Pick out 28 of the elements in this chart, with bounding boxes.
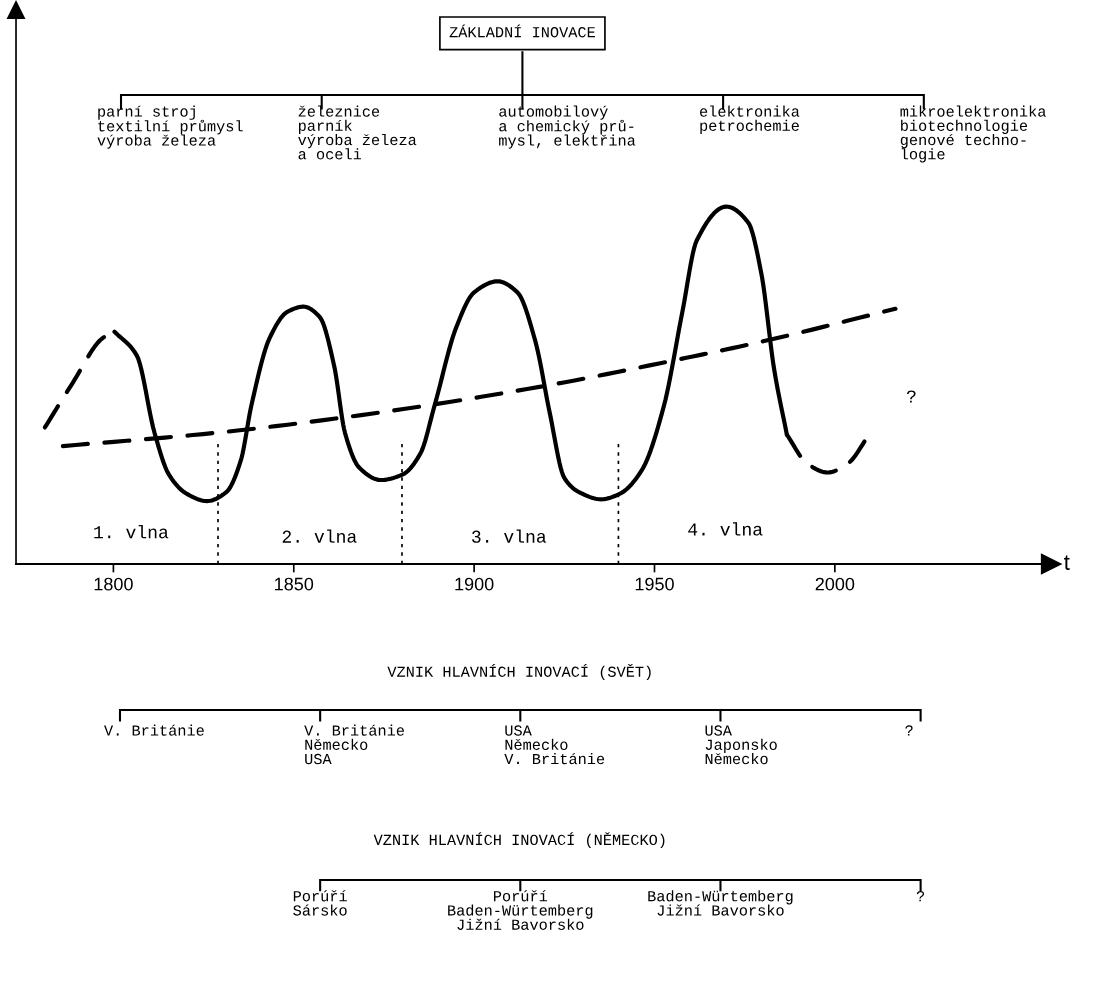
- annotation: 1. vlna: [94, 525, 169, 539]
- category-label: USA Německo V. Británie: [504, 725, 605, 765]
- category-label: ?: [916, 891, 925, 902]
- x-tick-label: 1900: [455, 577, 494, 591]
- category-label: V. Británie Německo USA: [304, 724, 404, 765]
- annotation: 3. vlna: [472, 529, 547, 543]
- category-label: elektronika petrochemie: [700, 105, 800, 134]
- category-label: mikroelektronika biotechnologie genové techno- logie: [900, 105, 1046, 163]
- category-label: železnice parník výroba železa a oceli: [298, 105, 417, 160]
- x-tick-label: 1800: [94, 577, 133, 591]
- x-tick-label: 2000: [815, 577, 855, 591]
- category-label: USA Japonsko Německo: [705, 725, 777, 765]
- category-label: Porúří Sársko: [293, 890, 347, 916]
- text: VZNIK HLAVNÍCH INOVACÍ (SVĚT): [387, 664, 651, 680]
- category-label: ?: [905, 725, 913, 736]
- x-axis-title: t: [1064, 555, 1070, 570]
- annotation: ?: [906, 390, 916, 403]
- x-tick-label: 1850: [275, 577, 314, 591]
- text: ZÁKLADNÍ INOVACE: [449, 24, 595, 38]
- annotation: 2. vlna: [282, 529, 357, 543]
- category-label: Baden-Würtemberg Jižní Bavorsko: [648, 890, 793, 916]
- x-tick-label: 1950: [635, 577, 674, 591]
- category-label: automobilový a chemický prů- mysl, elektřina: [499, 105, 636, 149]
- category-label: parní stroj textilní průmysl výroba železa: [97, 105, 243, 149]
- category-label: V. Británie: [104, 724, 204, 736]
- text: VZNIK HLAVNÍCH INOVACÍ (NĚMECKO): [373, 832, 665, 849]
- category-label: Porúří Baden-Würtemberg Jižní Bavorsko: [448, 890, 593, 930]
- annotation: 4. vlna: [688, 522, 763, 536]
